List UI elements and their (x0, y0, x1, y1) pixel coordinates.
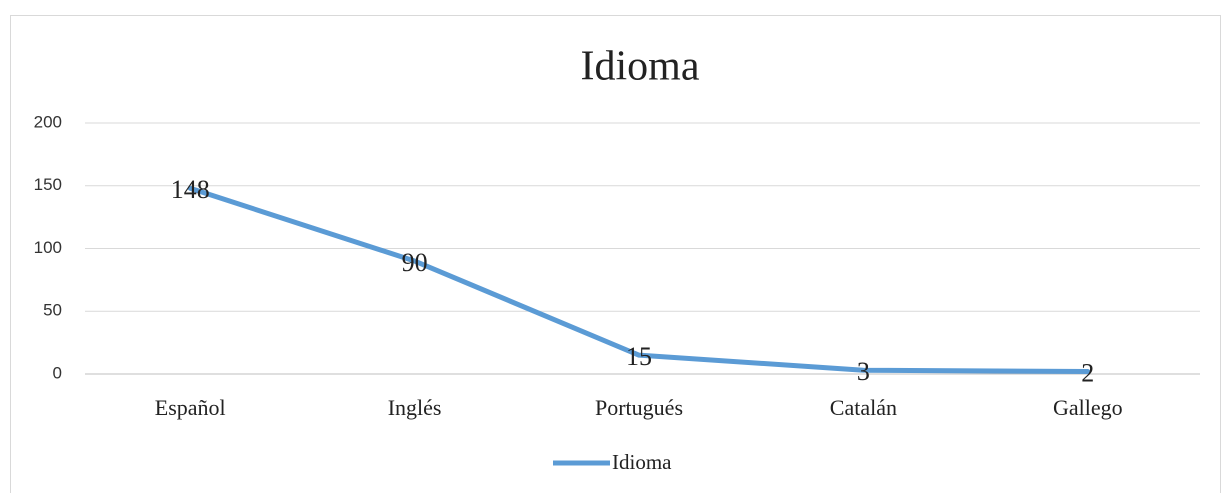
y-tick-label: 0 (53, 363, 62, 382)
x-tick-label: Portugués (595, 395, 683, 420)
x-tick-label: Español (155, 395, 226, 420)
y-tick-label: 50 (43, 301, 62, 320)
chart-title: Idioma (581, 44, 700, 90)
data-label: 90 (402, 248, 428, 277)
x-tick-label: Catalán (830, 395, 897, 420)
x-tick-label: Gallego (1053, 395, 1123, 420)
data-label: 2 (1081, 358, 1094, 387)
data-label: 148 (171, 175, 210, 204)
x-tick-label: Inglés (388, 395, 442, 420)
series-line (187, 185, 1091, 374)
legend-label: Idioma (612, 450, 672, 474)
data-label: 15 (626, 342, 652, 371)
chart-frame (10, 15, 1221, 493)
data-label: 3 (857, 357, 870, 386)
y-tick-label: 200 (34, 112, 62, 131)
y-tick-label: 100 (34, 238, 62, 257)
y-tick-label: 150 (34, 175, 62, 194)
